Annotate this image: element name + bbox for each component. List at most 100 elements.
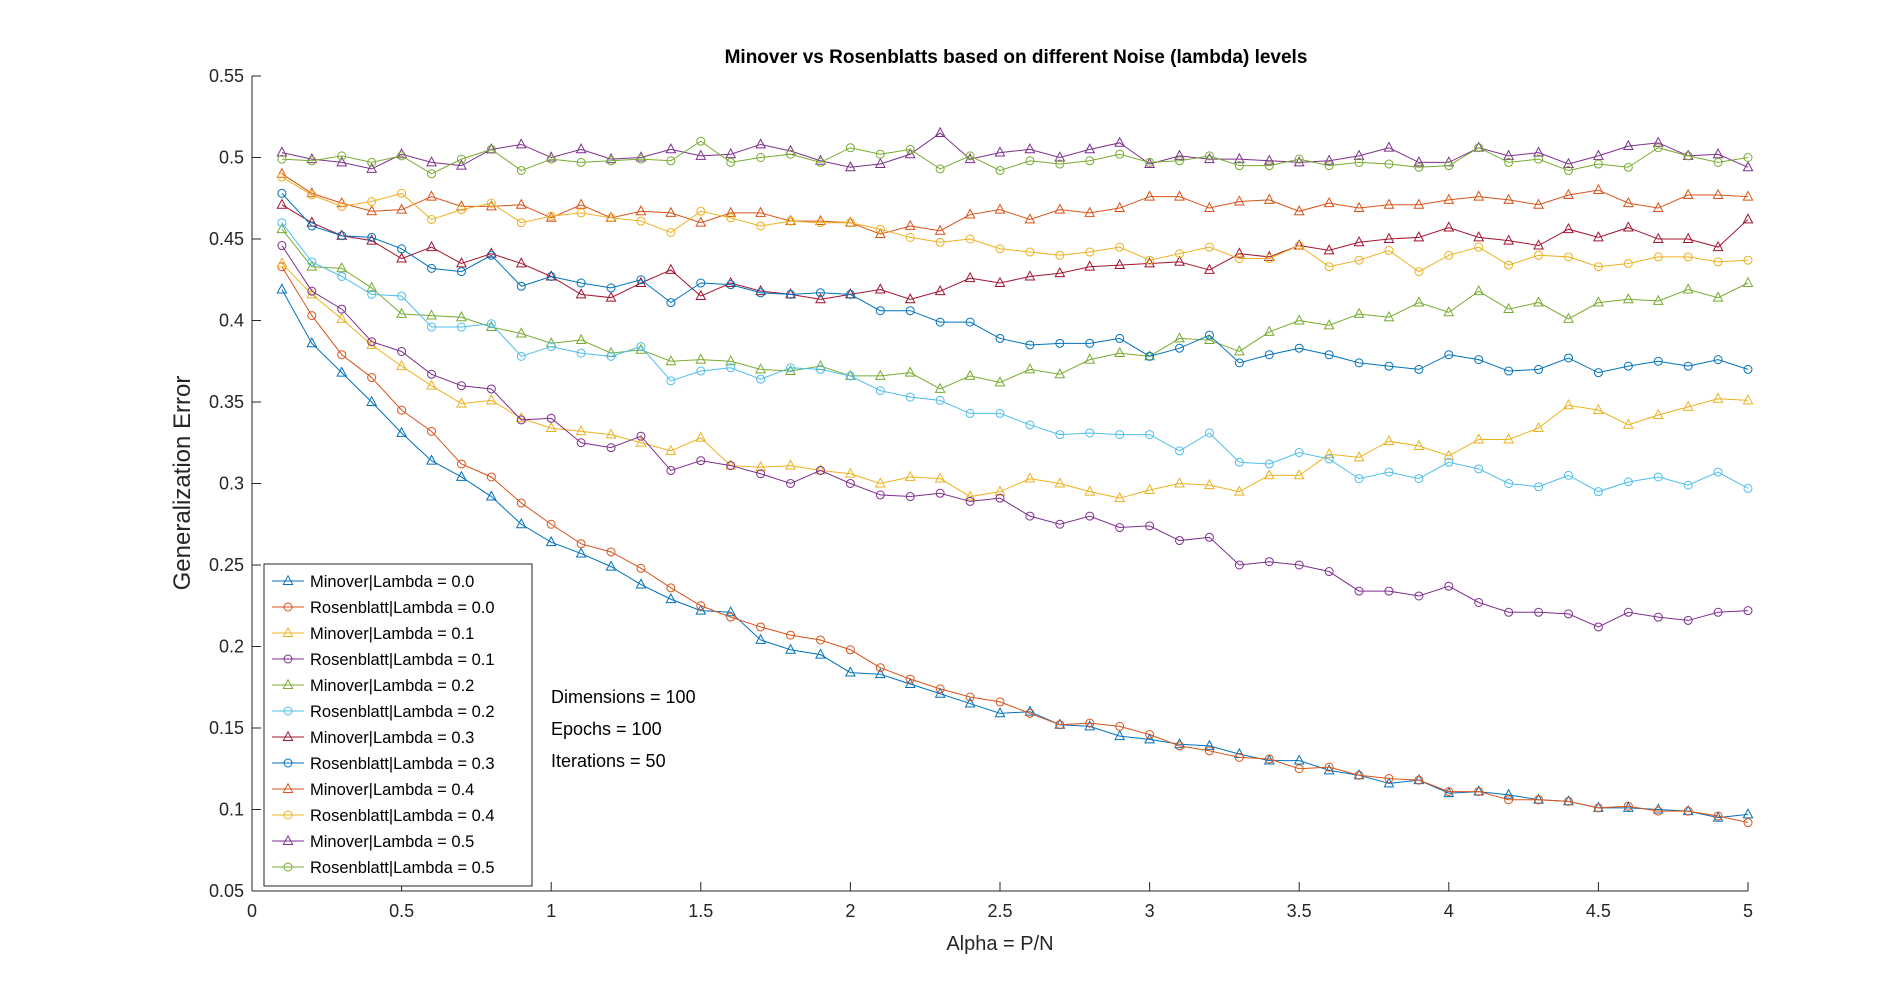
data-point: [1234, 457, 1244, 467]
data-point: [726, 461, 736, 471]
data-point: [904, 147, 916, 159]
data-point: [367, 232, 377, 242]
data-point: [1563, 312, 1574, 323]
data-point: [1323, 154, 1335, 165]
legend-label: Rosenblatt|Lambda = 0.0: [310, 599, 495, 617]
data-point: [1444, 350, 1454, 360]
legend: Minover|Lambda = 0.0 Rosenblatt|Lambda = …: [263, 563, 533, 887]
data-point: [576, 438, 586, 448]
data-point: [576, 278, 586, 288]
series-layer: [276, 126, 1754, 828]
data-point: [426, 379, 437, 390]
data-point: [1054, 368, 1066, 379]
data-point: [1623, 607, 1633, 617]
data-point: [755, 138, 767, 149]
data-point: [1324, 161, 1334, 171]
data-point: [1593, 487, 1603, 497]
data-point: [1473, 433, 1485, 444]
data-point: [366, 338, 378, 349]
data-point: [636, 275, 646, 285]
data-point: [815, 157, 825, 167]
data-point: [1622, 196, 1634, 208]
data-point: [1384, 159, 1394, 169]
data-point: [606, 213, 616, 223]
data-point: [1533, 793, 1544, 804]
x-tick-label: 2.5: [987, 901, 1012, 921]
annotation-text: Dimensions = 100: [551, 687, 696, 707]
data-point: [1743, 483, 1753, 493]
x-tick-label: 1: [546, 901, 556, 921]
data-point: [695, 353, 707, 364]
data-point: [844, 216, 856, 227]
data-point: [725, 147, 737, 159]
data-point: [1414, 591, 1424, 601]
data-point: [696, 601, 706, 611]
data-point: [995, 244, 1005, 254]
data-point: [337, 201, 347, 211]
data-point: [665, 592, 677, 604]
data-point: [1713, 257, 1723, 267]
data-point: [1413, 156, 1425, 167]
data-point: [965, 496, 975, 506]
data-point: [427, 322, 437, 332]
data-point: [964, 271, 976, 283]
series-line: [281, 193, 1749, 374]
data-point: [575, 143, 587, 154]
data-point: [1474, 787, 1484, 797]
legend-marker: [283, 758, 293, 768]
y-tick-label: 0.05: [209, 881, 244, 901]
data-point: [397, 405, 407, 415]
legend-item: Minover|Lambda = 0.5: [272, 833, 474, 851]
data-point: [1383, 434, 1395, 446]
data-point: [1175, 343, 1185, 353]
y-tick-label: 0.35: [209, 392, 244, 412]
legend-marker: [282, 834, 294, 845]
data-point: [1592, 296, 1604, 307]
data-point: [994, 376, 1006, 387]
data-point: [1742, 213, 1754, 224]
data-point: [1413, 773, 1425, 785]
data-point: [1413, 296, 1425, 307]
data-point: [456, 310, 467, 322]
data-point: [366, 281, 378, 292]
data-point: [934, 224, 946, 235]
data-point: [1054, 203, 1066, 214]
legend-item: Rosenblatt|Lambda = 0.5: [272, 859, 495, 877]
data-point: [516, 166, 526, 176]
data-point: [756, 153, 766, 162]
data-point: [1622, 293, 1634, 304]
series-line: [281, 173, 1749, 235]
data-point: [1323, 764, 1335, 775]
data-point: [1055, 430, 1065, 440]
legend-item: Rosenblatt|Lambda = 0.0: [272, 599, 495, 617]
data-point: [756, 469, 766, 479]
data-point: [1534, 482, 1544, 492]
data-point: [1144, 733, 1156, 744]
series-1: [276, 283, 1754, 822]
data-point: [695, 149, 707, 160]
data-point: [665, 263, 677, 274]
data-point: [1653, 356, 1663, 366]
data-point: [1204, 333, 1215, 345]
data-point: [815, 364, 825, 374]
data-point: [1623, 258, 1633, 268]
data-point: [1712, 291, 1724, 302]
series-6: [277, 218, 1753, 497]
data-point: [1622, 139, 1634, 151]
data-point: [935, 395, 945, 405]
data-point: [1354, 586, 1364, 596]
data-point: [396, 203, 408, 214]
data-point: [1563, 470, 1573, 480]
series-2: [277, 262, 1753, 828]
data-point: [1743, 255, 1753, 265]
data-point: [844, 666, 856, 677]
data-point: [1055, 159, 1065, 169]
data-point: [1742, 276, 1754, 287]
data-point: [665, 206, 677, 217]
data-point: [786, 216, 796, 226]
data-point: [1713, 607, 1723, 617]
data-point: [905, 674, 915, 684]
data-point: [935, 317, 945, 327]
data-point: [1115, 721, 1125, 731]
data-point: [755, 284, 767, 296]
